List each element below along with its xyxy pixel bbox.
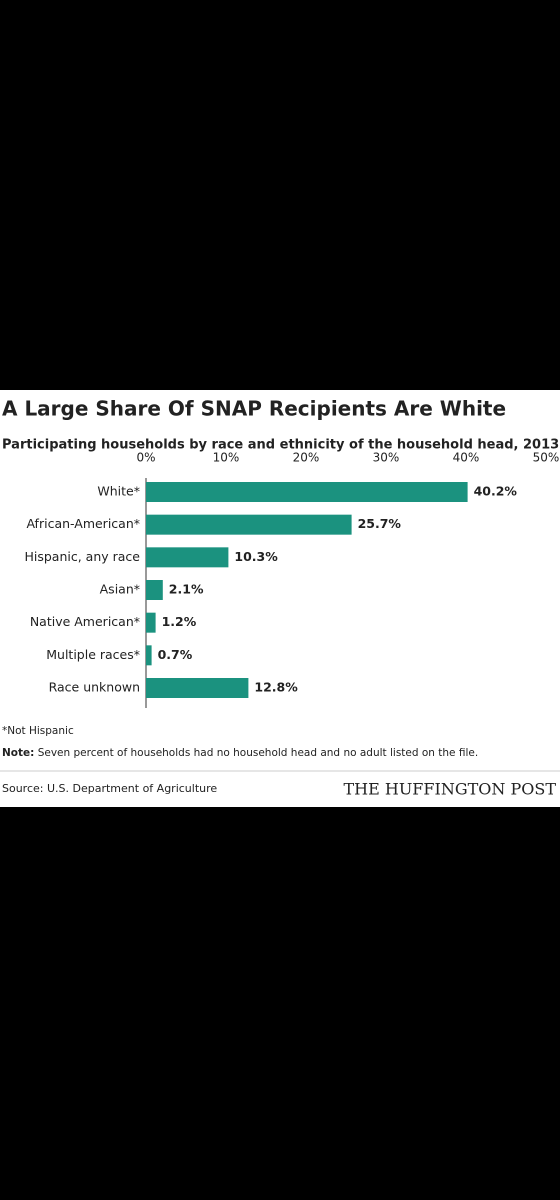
x-tick-label: 50%	[533, 451, 560, 465]
data-label: 12.8%	[254, 680, 298, 695]
y-tick-label: Native American*	[30, 614, 140, 629]
bar	[146, 612, 156, 633]
footnote: *Not Hispanic	[2, 725, 74, 737]
x-tick-label: 20%	[293, 451, 320, 465]
x-tick-label: 30%	[373, 451, 400, 465]
publisher: THE HUFFINGTON POST	[343, 780, 556, 799]
bar	[146, 514, 352, 535]
source: Source: U.S. Department of Agriculture	[2, 782, 217, 795]
y-tick-label: Multiple races*	[46, 647, 140, 662]
bar	[146, 678, 249, 698]
data-label: 2.1%	[169, 582, 204, 597]
data-label: 40.2%	[474, 484, 518, 499]
x-tick-label: 10%	[213, 451, 240, 465]
x-tick-label: 40%	[453, 451, 480, 465]
y-tick-label: White*	[97, 484, 140, 499]
note: Note: Seven percent of households had no…	[2, 747, 478, 759]
data-label: 0.7%	[158, 647, 193, 662]
bar	[146, 645, 152, 666]
note-label: Note:	[2, 747, 34, 759]
data-label: 1.2%	[162, 614, 197, 629]
y-tick-label: Asian*	[100, 582, 140, 597]
y-tick-label: Race unknown	[49, 680, 140, 695]
bar	[146, 580, 163, 600]
y-tick-label: African-American*	[26, 516, 140, 531]
chart-title: A Large Share Of SNAP Recipients Are Whi…	[2, 397, 506, 421]
chart-subtitle: Participating households by race and eth…	[2, 438, 559, 453]
y-tick-label: Hispanic, any race	[24, 549, 140, 564]
bar	[146, 482, 468, 502]
bar	[146, 547, 229, 568]
data-label: 10.3%	[234, 549, 278, 564]
data-label: 25.7%	[358, 516, 402, 531]
panel	[0, 390, 560, 807]
note-text: Seven percent of households had no house…	[38, 747, 479, 759]
x-tick-label: 0%	[136, 451, 155, 465]
